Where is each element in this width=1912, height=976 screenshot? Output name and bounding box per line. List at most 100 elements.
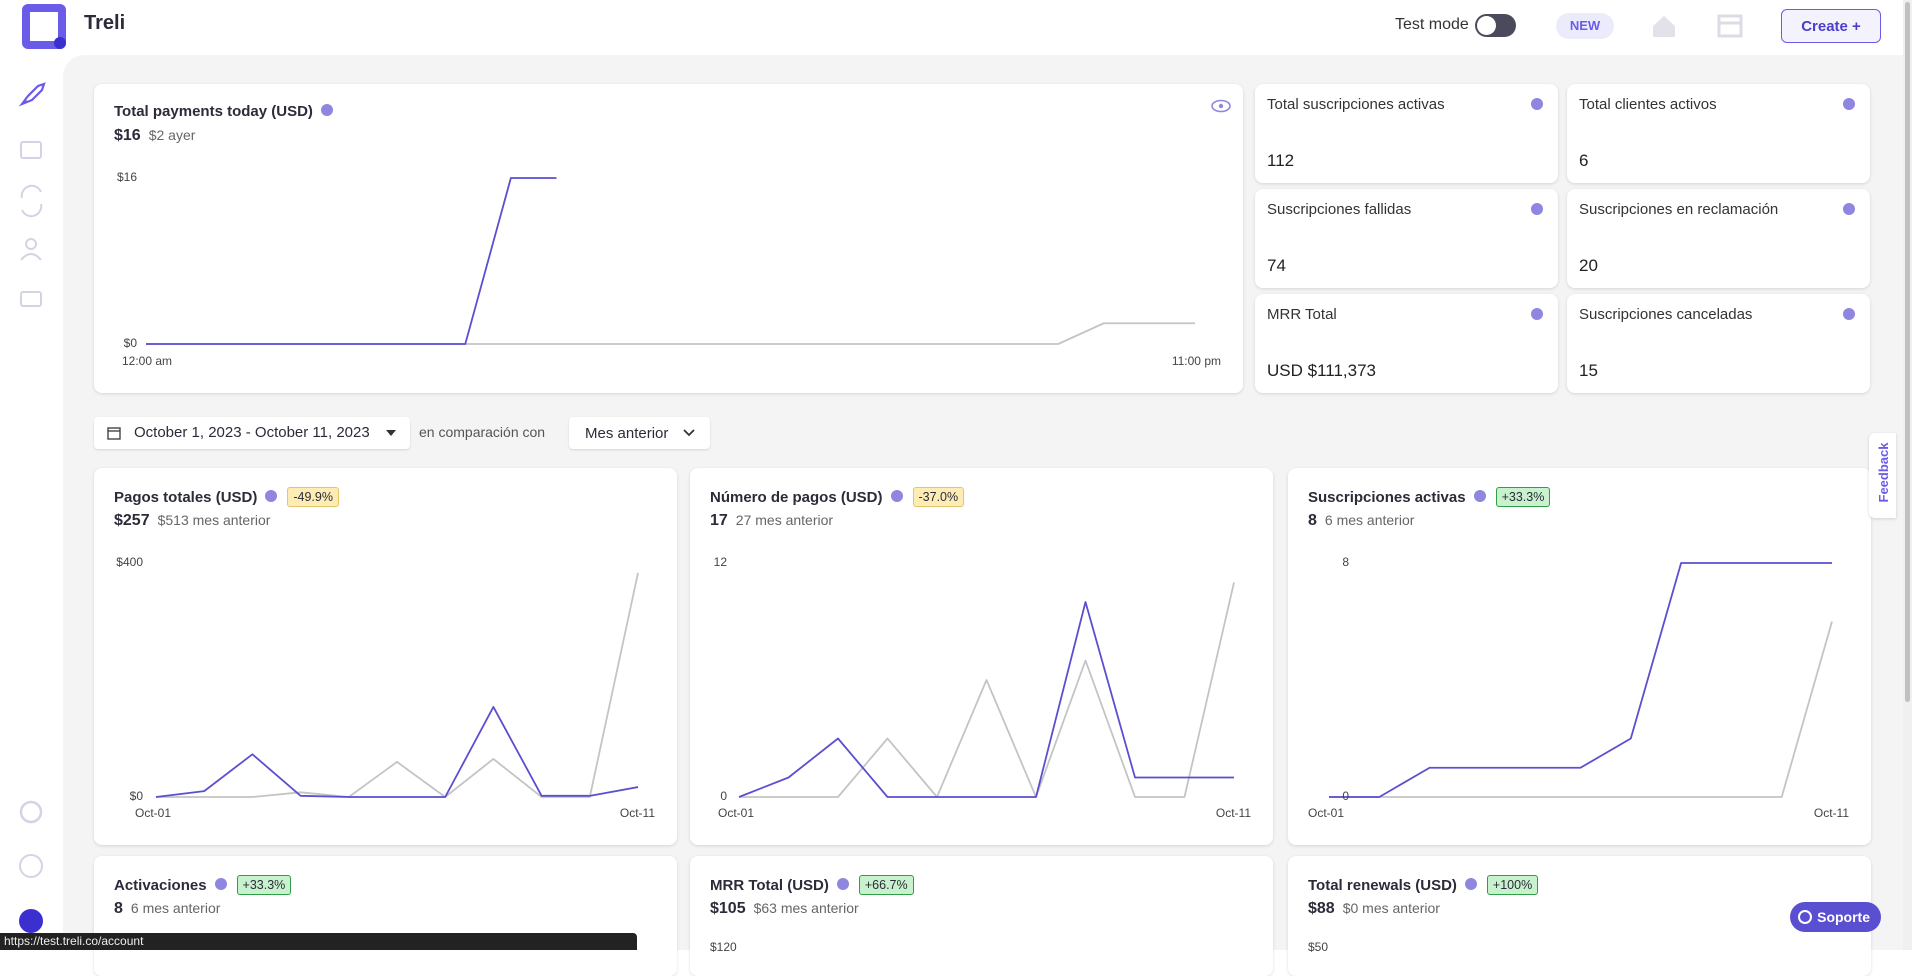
value: 8: [114, 900, 123, 917]
summary: 8 6 mes anterior: [1308, 512, 1414, 530]
info-icon[interactable]: [890, 490, 903, 502]
caret: [386, 430, 396, 436]
test-mode-toggle[interactable]: [1475, 14, 1516, 37]
card-title: Activaciones +33.3%: [114, 875, 292, 895]
compare: $2 ayer: [148, 127, 196, 143]
brand: Treli: [84, 12, 126, 34]
metric-label: Suscripciones canceladas: [1579, 306, 1753, 323]
line-series: [1329, 621, 1833, 798]
x-tick-label: Oct-01: [135, 806, 171, 820]
today-card: Total payments today (USD) $16 $2 ayer $0…: [94, 84, 1243, 393]
line-series: [146, 322, 1195, 345]
inbox-icon[interactable]: [20, 141, 42, 159]
today-chart: $0 $16 12:00 am 11:00 pm: [117, 170, 1221, 368]
change-badge: +100%: [1486, 875, 1539, 895]
status-bar: https://test.treli.co/account: [0, 933, 637, 950]
info-icon[interactable]: [214, 878, 227, 890]
status-url: https://test.treli.co/account: [4, 934, 144, 948]
y-tick-label: $0: [130, 789, 144, 803]
info-icon[interactable]: [265, 490, 278, 502]
info-icon[interactable]: [1843, 203, 1855, 215]
metric-value: 15: [1579, 361, 1598, 380]
chevron: [683, 429, 695, 437]
card-title: MRR Total (USD) +66.7%: [710, 875, 914, 895]
refresh-icon[interactable]: [20, 184, 43, 218]
summary: $16 $2 ayer: [114, 127, 195, 145]
store-icon[interactable]: [1717, 14, 1743, 38]
y-tick-label: $16: [117, 170, 137, 184]
value: $105: [710, 900, 746, 917]
summary: 17 27 mes anterior: [710, 512, 833, 530]
chart: [94, 856, 677, 976]
change-badge: -49.9%: [287, 487, 339, 507]
summary: 8 6 mes anterior: [114, 900, 220, 918]
chart-card: Total renewals (USD) +100% $88 $0 mes anter…: [1288, 856, 1871, 976]
line-series: [146, 177, 557, 345]
x-tick-label: Oct-11: [1216, 806, 1251, 820]
help-icon[interactable]: [19, 854, 43, 878]
chart: $0 $400 Oct-01 Oct-11: [116, 555, 655, 820]
info-icon[interactable]: [1843, 308, 1855, 320]
metric-label: Suscripciones fallidas: [1267, 201, 1412, 218]
line-series: [155, 706, 639, 798]
feedback-text: Feedback: [1876, 442, 1891, 503]
support-button[interactable]: Soporte: [1790, 902, 1881, 932]
info-icon[interactable]: [836, 878, 849, 890]
x-tick-label: Oct-11: [1814, 806, 1849, 820]
user-icon[interactable]: [25, 238, 37, 250]
metric-label: Total suscripciones activas: [1267, 96, 1445, 113]
metric-card: MRR Total USD $111,373: [1255, 294, 1558, 393]
info-icon[interactable]: [1531, 308, 1543, 320]
date-picker[interactable]: October 1, 2023 - October 11, 2023: [94, 417, 410, 449]
create-button[interactable]: Create +: [1781, 9, 1881, 43]
compare: 27 mes anterior: [735, 512, 834, 528]
metric-value: 112: [1267, 151, 1295, 170]
info-icon[interactable]: [1843, 98, 1855, 110]
title-text: Activaciones: [114, 877, 207, 894]
calendar-icon: [107, 427, 121, 440]
eye-icon[interactable]: [1210, 99, 1232, 113]
line-series: [739, 582, 1235, 798]
value: $88: [1308, 900, 1335, 917]
title-text: Total payments today (USD): [114, 103, 313, 120]
metric-card: Total clientes activos 6: [1567, 84, 1870, 183]
test-mode-label: Test mode: [1395, 16, 1469, 33]
rocket-icon[interactable]: [18, 82, 46, 107]
scrollbar: [1903, 0, 1912, 950]
info-icon[interactable]: [1531, 98, 1543, 110]
new-badge[interactable]: NEW: [1556, 13, 1614, 39]
metric-card: Suscripciones fallidas 74: [1255, 189, 1558, 288]
page: Treli Test mode NEW Create + Total payme…: [0, 0, 1912, 955]
change-badge: -37.0%: [912, 487, 965, 507]
chart: $50: [1308, 940, 1328, 954]
value: $257: [114, 512, 150, 529]
x-tick-label: 11:00 pm: [1172, 354, 1221, 368]
y-tick-label: 0: [1342, 789, 1349, 803]
metric-value: 74: [1267, 256, 1286, 275]
title-text: MRR Total (USD): [710, 877, 829, 894]
account-icon[interactable]: [19, 909, 43, 933]
info-icon[interactable]: [320, 104, 333, 116]
card-title: Pagos totales (USD) -49.9%: [114, 487, 339, 507]
y-tick-label: $120: [710, 940, 737, 954]
metric-value: 20: [1579, 256, 1598, 275]
x-tick-label: Oct-01: [1308, 806, 1344, 820]
compare: $513 mes anterior: [157, 512, 271, 528]
compare: 6 mes anterior: [130, 900, 221, 916]
card-title: Total payments today (USD): [114, 103, 333, 120]
info-icon[interactable]: [1531, 203, 1543, 215]
value: 8: [1308, 512, 1317, 529]
info-icon[interactable]: [1464, 878, 1477, 890]
chart: 0 8 Oct-01 Oct-11: [1308, 555, 1849, 820]
date-range: October 1, 2023 - October 11, 2023: [134, 424, 370, 441]
feedback-tab[interactable]: Feedback: [1869, 433, 1896, 518]
compare-select[interactable]: Mes anterior: [569, 417, 710, 449]
summary: $257 $513 mes anterior: [114, 512, 270, 530]
change-badge: +33.3%: [1495, 487, 1551, 507]
home-icon[interactable]: [1651, 14, 1677, 38]
bag-icon[interactable]: [20, 291, 42, 307]
y-tick-label: 8: [1342, 555, 1349, 569]
metric-card: Suscripciones en reclamación 20: [1567, 189, 1870, 288]
info-icon[interactable]: [1473, 490, 1486, 502]
settings-icon[interactable]: [19, 800, 43, 824]
